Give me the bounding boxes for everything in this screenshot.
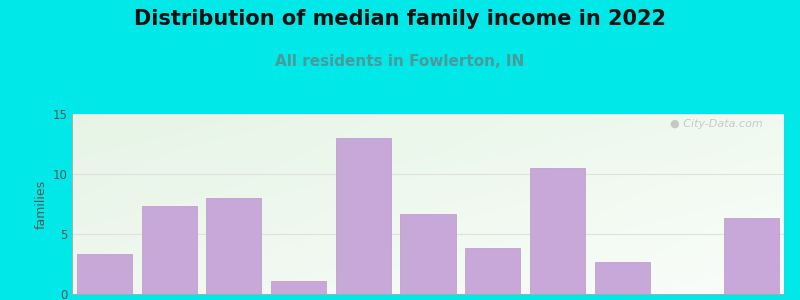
Bar xyxy=(142,206,197,294)
Bar xyxy=(401,214,455,294)
Bar xyxy=(271,281,326,294)
Y-axis label: families: families xyxy=(35,179,48,229)
Text: ● City-Data.com: ● City-Data.com xyxy=(670,119,762,129)
Bar xyxy=(77,254,132,294)
Bar xyxy=(206,198,262,294)
Bar xyxy=(724,218,779,294)
Bar xyxy=(336,138,390,294)
Bar xyxy=(594,262,650,294)
Text: All residents in Fowlerton, IN: All residents in Fowlerton, IN xyxy=(275,54,525,69)
Bar xyxy=(530,168,585,294)
Bar xyxy=(466,248,520,294)
Text: Distribution of median family income in 2022: Distribution of median family income in … xyxy=(134,9,666,29)
